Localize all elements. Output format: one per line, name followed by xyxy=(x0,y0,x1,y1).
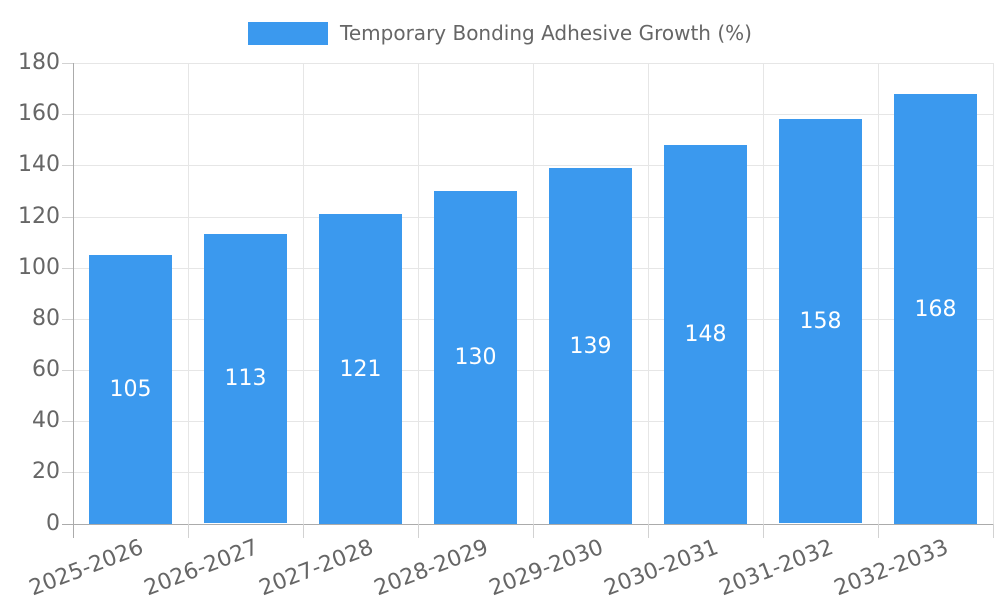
x-tick-mark xyxy=(303,524,304,538)
bar-value-label: 168 xyxy=(914,296,957,322)
y-tick-mark xyxy=(62,268,73,269)
y-axis-tick-label: 140 xyxy=(18,152,60,177)
bar-value-label: 105 xyxy=(109,377,152,402)
x-tick-mark xyxy=(533,524,534,538)
y-axis-tick-label: 40 xyxy=(32,408,60,433)
x-tick-mark xyxy=(418,524,419,538)
x-axis-tick-label: 2029-2030 xyxy=(485,535,607,600)
bar[interactable]: 130 xyxy=(434,191,517,524)
x-tick-mark xyxy=(763,524,764,538)
bar[interactable]: 105 xyxy=(89,255,172,524)
bar[interactable]: 148 xyxy=(664,145,747,524)
y-tick-mark xyxy=(62,217,73,218)
y-tick-mark xyxy=(62,319,73,320)
x-tick-mark xyxy=(878,524,879,538)
x-axis-tick-label: 2026-2027 xyxy=(140,535,262,600)
y-tick-mark xyxy=(62,421,73,422)
bar[interactable]: 113 xyxy=(204,234,287,523)
bar[interactable]: 139 xyxy=(549,168,632,524)
y-tick-mark xyxy=(62,63,73,64)
x-axis-line xyxy=(62,524,993,525)
bar-value-label: 158 xyxy=(799,308,842,334)
y-tick-mark xyxy=(62,472,73,473)
x-axis-tick-label: 2025-2026 xyxy=(25,535,147,600)
y-tick-mark xyxy=(62,165,73,166)
x-axis-tick-label: 2028-2029 xyxy=(370,535,492,600)
x-tick-mark xyxy=(73,524,74,538)
y-axis-tick-label: 80 xyxy=(32,306,60,331)
x-axis-tick-label: 2027-2028 xyxy=(255,535,377,600)
y-tick-mark xyxy=(62,370,73,371)
x-axis-tick-label: 2032-2033 xyxy=(830,535,952,600)
y-axis-tick-label: 20 xyxy=(32,459,60,484)
y-axis-line xyxy=(73,63,74,524)
x-axis-tick-label: 2030-2031 xyxy=(600,535,722,600)
y-axis-tick-label: 160 xyxy=(18,101,60,126)
x-tick-mark xyxy=(188,524,189,538)
legend-label: Temporary Bonding Adhesive Growth (%) xyxy=(340,21,752,45)
y-axis-tick-label: 120 xyxy=(18,204,60,229)
bar-value-label: 130 xyxy=(454,345,497,370)
gridline-v xyxy=(648,63,649,524)
y-axis-tick-label: 180 xyxy=(18,50,60,75)
gridline-v xyxy=(763,63,764,524)
gridline-v xyxy=(188,63,189,524)
y-tick-mark xyxy=(62,114,73,115)
bar[interactable]: 168 xyxy=(894,94,977,524)
gridline-v xyxy=(533,63,534,524)
y-axis-tick-label: 0 xyxy=(46,511,60,536)
bar-value-label: 139 xyxy=(569,333,612,359)
gridline-v xyxy=(303,63,304,524)
bar[interactable]: 121 xyxy=(319,214,402,524)
bar-value-label: 121 xyxy=(339,356,382,382)
gridline-v xyxy=(418,63,419,524)
chart-legend[interactable]: Temporary Bonding Adhesive Growth (%) xyxy=(0,19,1000,47)
y-axis-tick-label: 60 xyxy=(32,357,60,382)
x-tick-mark xyxy=(648,524,649,538)
x-axis-tick-label: 2031-2032 xyxy=(715,535,837,600)
bar-value-label: 148 xyxy=(684,322,727,347)
y-axis-tick-label: 100 xyxy=(18,255,60,280)
gridline-v xyxy=(993,63,994,524)
gridline-v xyxy=(878,63,879,524)
bar[interactable]: 158 xyxy=(779,119,862,523)
legend-swatch xyxy=(248,21,329,45)
bar-value-label: 113 xyxy=(224,366,267,391)
x-tick-mark xyxy=(993,524,994,538)
